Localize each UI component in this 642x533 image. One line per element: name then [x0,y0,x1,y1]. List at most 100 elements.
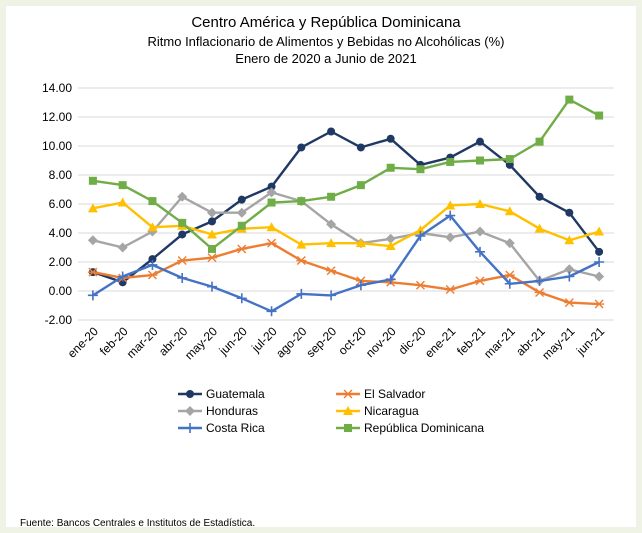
data-point [236,244,247,254]
data-point [117,242,128,253]
data-point [147,259,158,270]
data-point [476,137,484,146]
data-point [385,233,396,244]
x-tick-label: nov-20 [363,324,399,360]
legend-item: Costa Rica [178,421,265,435]
x-tick-label: ago-20 [273,324,310,361]
data-point [386,134,395,143]
data-point [237,221,246,230]
data-point [594,271,605,282]
data-point [236,207,247,218]
data-point [207,229,217,239]
data-point [88,176,97,185]
y-tick-label: -2.00 [45,313,73,327]
data-point [564,271,575,282]
data-point [446,157,455,166]
data-point [327,127,336,136]
x-tick-label: sep-20 [303,324,339,360]
data-point [296,256,307,266]
data-point [594,299,605,309]
data-point [385,241,396,251]
y-tick-label: 10.00 [42,139,72,153]
data-point [267,198,276,207]
legend-marker [185,423,195,433]
data-point [208,244,216,253]
chart-title: Centro América y República Dominicana [191,14,461,31]
data-point [476,156,484,165]
data-point [445,285,456,295]
legend-label: República Dominicana [364,421,484,435]
data-point [534,223,545,233]
data-point [415,280,426,290]
data-point [148,255,157,264]
chart-subtitle: Ritmo Inflacionario de Alimentos y Bebid… [148,34,505,49]
y-tick-label: 0.00 [49,284,73,298]
data-point [595,111,604,120]
data-point [415,225,426,235]
data-point [355,238,366,248]
data-point [236,293,247,304]
data-point [87,267,98,277]
data-point [356,181,365,190]
data-point [266,238,277,248]
y-tick-label: 4.00 [49,226,73,240]
series-lines [87,95,605,317]
data-point [504,270,515,280]
series-line [92,191,600,283]
legend-marker [343,389,353,399]
data-point [177,272,188,283]
data-point [445,232,456,243]
data-point [534,287,545,297]
legend-label: Costa Rica [206,421,265,435]
y-tick-label: 2.00 [49,255,73,269]
data-point [475,226,485,237]
data-point [208,217,216,226]
data-point [117,271,128,282]
x-tick-label: jun-21 [573,324,607,358]
legend: Guatemala El Salvador Honduras Nicaragua Cos… [178,387,484,435]
data-point [326,238,337,248]
y-tick-label: 14.00 [42,81,72,95]
legend-item: Nicaragua [336,404,419,418]
legend-item: República Dominicana [336,421,484,435]
data-point [148,197,157,206]
data-point [445,200,456,210]
series-el-salvador [87,238,605,309]
data-point [475,276,485,286]
data-point [535,137,544,146]
data-point [327,192,336,201]
data-point [297,143,306,152]
x-tick-label: jun-20 [216,324,250,358]
data-point [534,275,545,286]
data-point [564,298,575,308]
legend-marker [343,406,353,415]
data-point [266,187,277,198]
series-line [92,214,600,313]
data-point [178,230,187,239]
data-point [475,199,485,208]
x-tick-label: ene-21 [422,324,459,361]
data-point [296,239,307,249]
x-tick-label: may-21 [539,324,577,362]
data-point [147,270,158,280]
line-chart: Centro América y República Dominicana Ri… [42,14,614,435]
data-point [475,246,485,257]
legend-label: Nicaragua [364,404,419,418]
series-nicaragua [87,197,605,251]
data-point [207,253,217,263]
data-point [266,306,277,317]
data-point [564,264,575,275]
legend-marker [185,406,195,416]
data-point [326,266,337,276]
data-point [595,247,604,256]
legend-label: Guatemala [206,387,265,401]
series-line [92,130,601,284]
data-point [177,191,188,202]
source-note: Fuente: Bancos Centrales e Institutos de… [20,518,256,529]
data-point [207,207,217,218]
data-point [416,165,425,174]
series-line [92,241,600,306]
data-point [504,206,515,216]
y-axis-ticks: 14.00 12.00 10.00 8.00 6.00 4.00 2.00 0.00 -2.00 [42,81,72,327]
